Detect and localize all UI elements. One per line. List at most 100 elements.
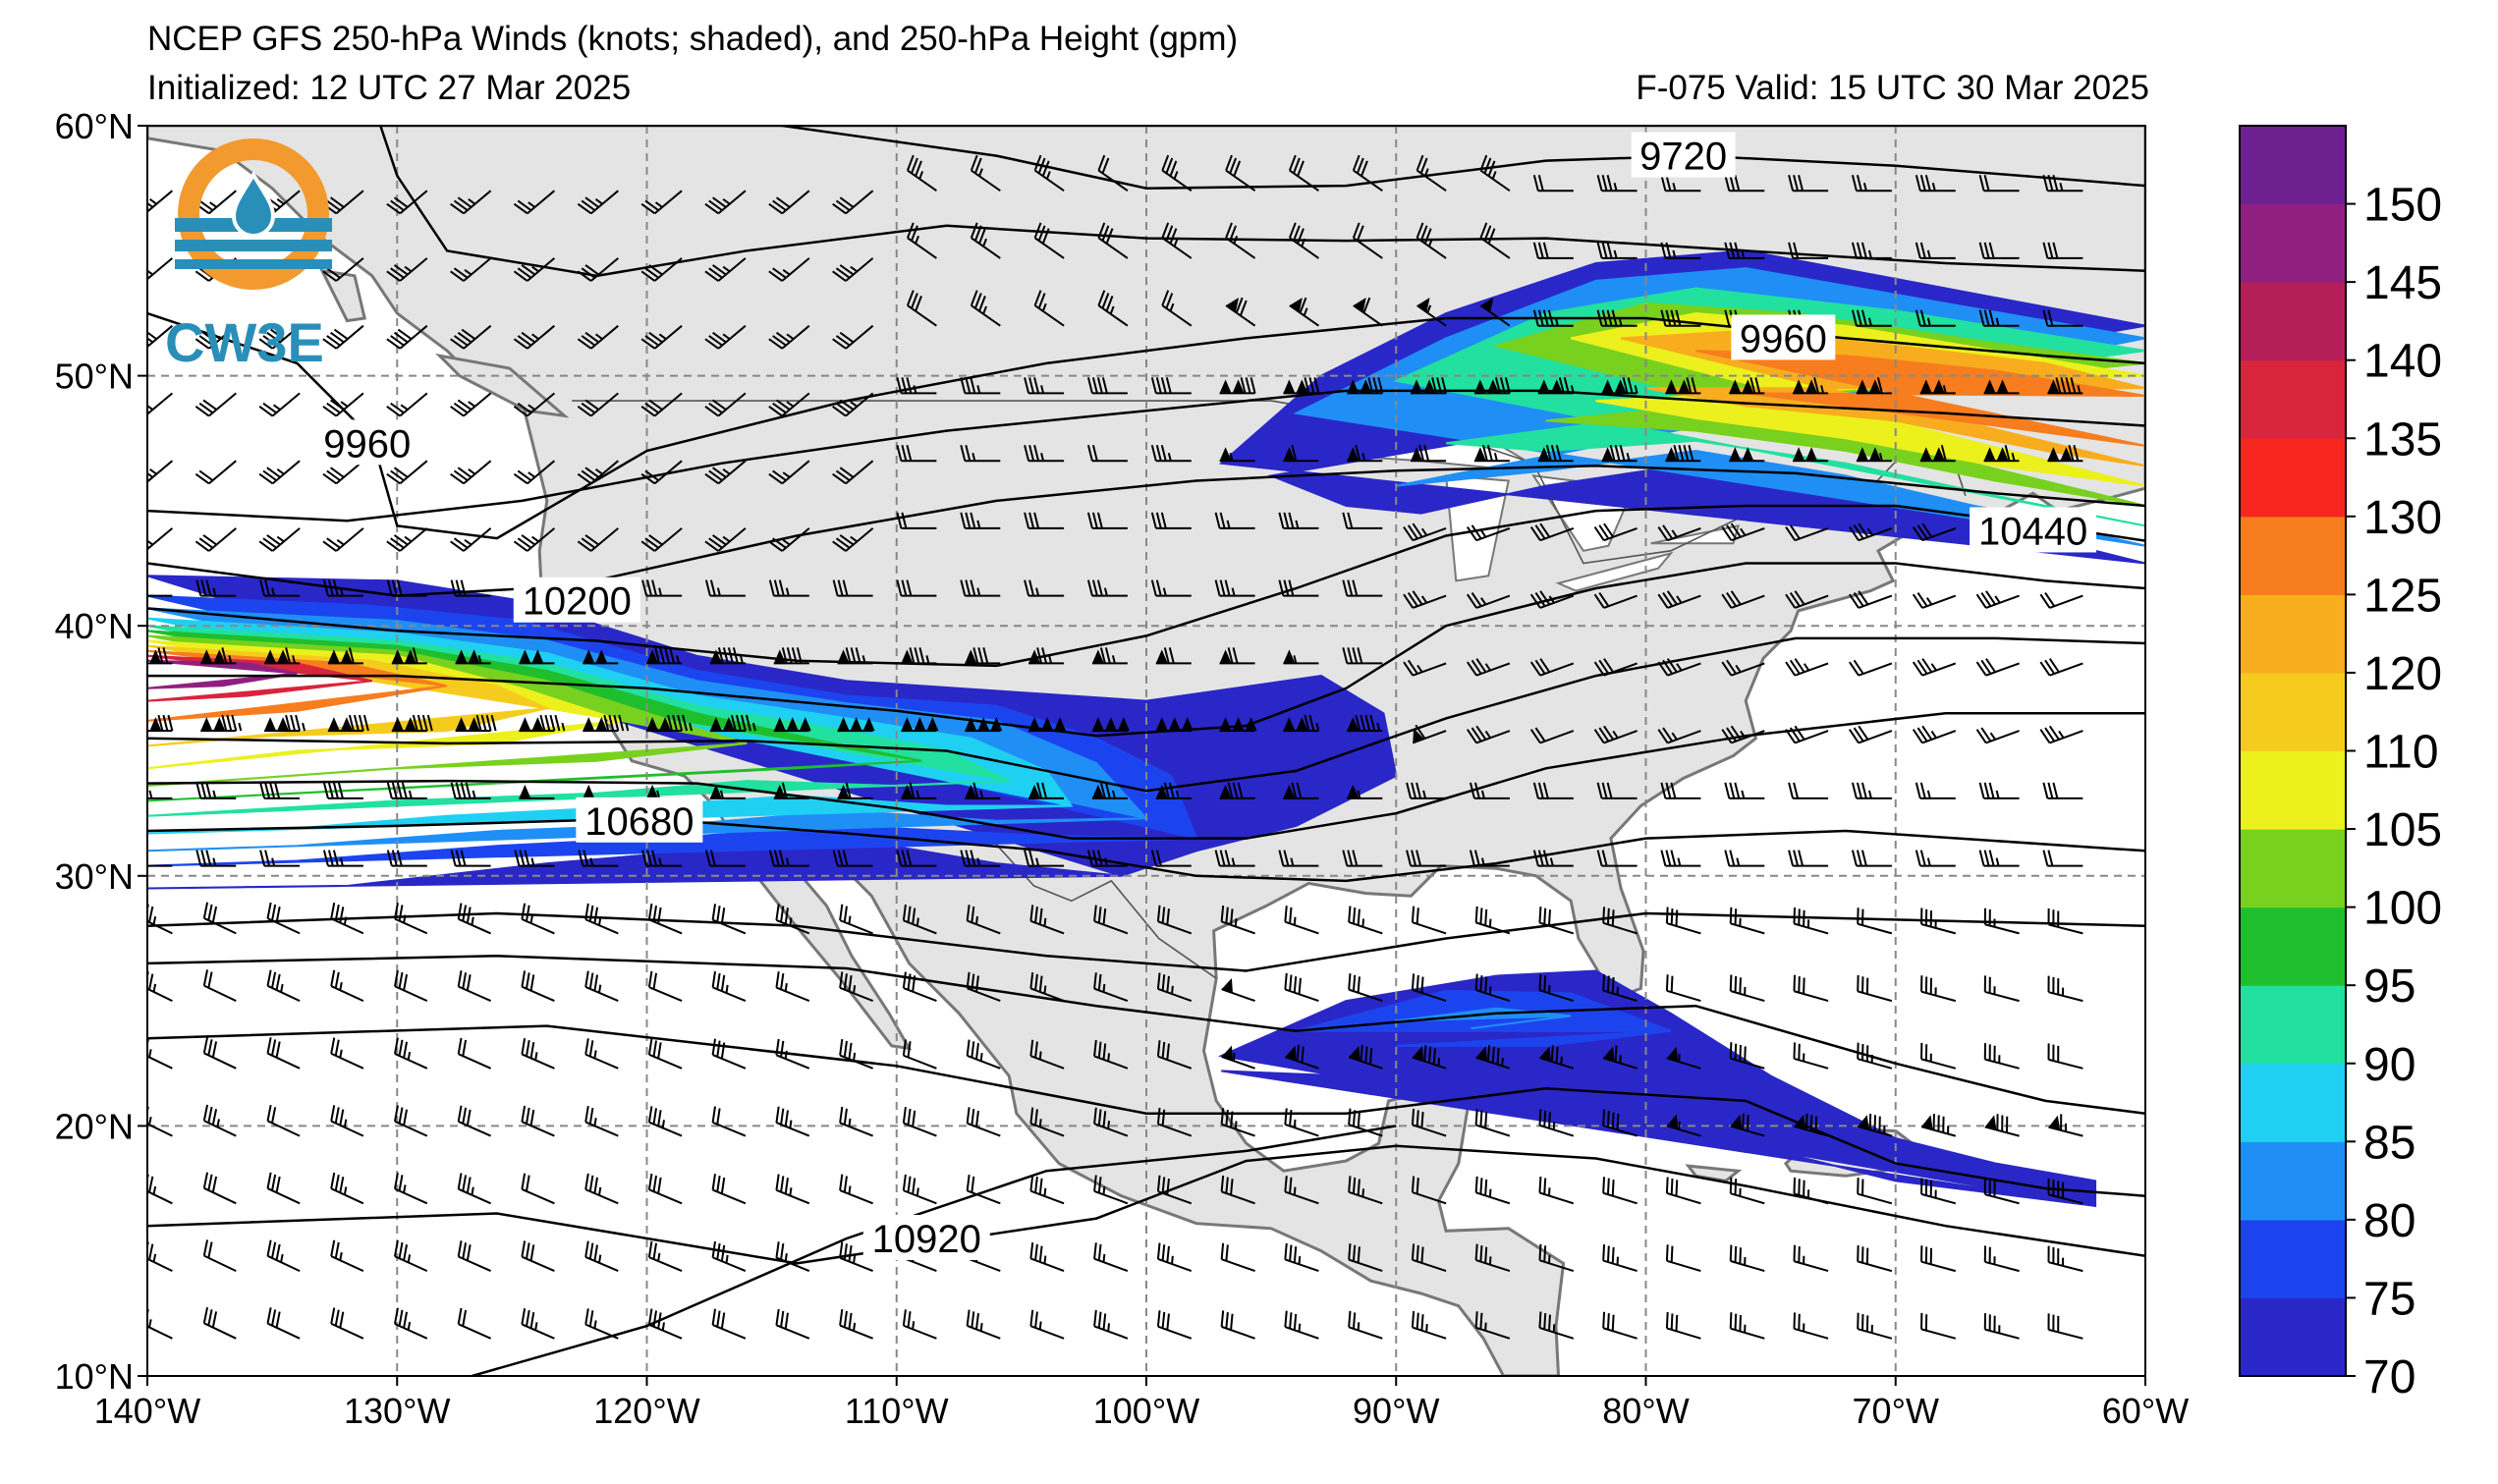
wind-barb [1348, 906, 1383, 935]
wind-barb [519, 649, 555, 665]
wind-barb [768, 460, 810, 485]
logo-sun-ring-icon [178, 138, 329, 290]
wind-barb [195, 782, 237, 799]
wind-barb [902, 1039, 937, 1070]
wind-barb [1984, 1114, 2020, 1137]
wind-barb [647, 970, 683, 1003]
wind-barb [1029, 971, 1065, 1003]
wind-barb [322, 850, 363, 867]
wind-barb [583, 649, 619, 665]
wind-barb [1474, 1311, 1511, 1340]
wind-barb [970, 222, 1001, 259]
wind-barb [394, 1105, 428, 1137]
wind-barb [775, 1241, 810, 1273]
wind-barb [513, 392, 556, 417]
wind-barb [521, 970, 555, 1003]
wind-barb [647, 1106, 683, 1137]
contour-label: 10200 [523, 580, 632, 624]
wind-barb [1665, 377, 1701, 395]
wind-barb [1474, 973, 1511, 1003]
colorbar-label: 100 [2363, 883, 2442, 935]
wind-barb [1284, 972, 1319, 1003]
wind-barb [1150, 444, 1192, 463]
contour-labels: 9720 9960 9960 10200 10440 10680 10920 [314, 132, 2097, 1261]
cw3e-logo: CW3E [165, 138, 332, 373]
wind-barb [330, 902, 364, 935]
wind-barb [1593, 658, 1638, 677]
wind-barb [519, 714, 566, 733]
wind-barb [266, 1239, 301, 1273]
wind-barb [1851, 242, 1892, 259]
wind-barb [521, 1105, 555, 1137]
wind-barb [322, 782, 363, 799]
wind-barb [1721, 659, 1765, 677]
wind-barb [1785, 725, 1829, 744]
wind-barb [1155, 647, 1192, 665]
colorbar: 150 145 140 135 130 125 120 110 105 100 95 90 85 80 75… [2239, 125, 2442, 1403]
wind-barb [896, 850, 937, 867]
wind-barb [2042, 782, 2083, 799]
wind-barb [1538, 973, 1575, 1003]
wind-barb [584, 903, 619, 935]
lon-tick-label: 120°W [593, 1391, 699, 1431]
wind-barb [584, 970, 619, 1003]
wind-barb [1529, 658, 1575, 677]
wind-barb [1221, 977, 1255, 1003]
wind-barb [839, 1106, 873, 1137]
wind-barb [2042, 174, 2083, 192]
height-contour-line [147, 712, 2145, 840]
wind-barb [711, 904, 747, 935]
wind-barb [1406, 782, 1447, 799]
wind-barb [200, 714, 243, 733]
wind-barb [577, 527, 619, 552]
wind-barb [583, 714, 630, 733]
colorbar-label: 125 [2363, 570, 2442, 622]
wind-barb [1285, 1044, 1319, 1070]
wind-barb [2047, 1313, 2083, 1340]
wind-barb [391, 647, 427, 665]
lon-tick-label: 100°W [1093, 1391, 1199, 1431]
wind-barb [1602, 1244, 1638, 1273]
wind-barb [1348, 1176, 1383, 1205]
colorbar-label: 145 [2363, 257, 2442, 309]
wind-barb [259, 782, 301, 799]
wind-barb [966, 971, 1001, 1003]
wind-barb [1416, 154, 1447, 192]
wind-barb [266, 1037, 301, 1070]
wind-barb [711, 970, 747, 1003]
wind-barb [960, 579, 1001, 597]
wind-barb [194, 324, 237, 350]
wind-barb [1920, 975, 1957, 1003]
wind-barb [1978, 850, 2020, 867]
wind-barb [768, 527, 810, 552]
wind-barb [1348, 1044, 1383, 1070]
wind-barb [147, 392, 174, 417]
wind-barb [775, 1308, 810, 1340]
wind-barb [704, 460, 747, 485]
wind-barb [1856, 377, 1892, 395]
wind-barb [195, 579, 237, 597]
wind-barb [1724, 242, 1765, 259]
wind-barb [450, 527, 492, 552]
wind-barb [2047, 377, 2083, 395]
wind-barb [1086, 444, 1128, 463]
lat-tick-label: 60°N [55, 106, 134, 146]
height-contour-line [147, 636, 2145, 793]
wind-barb [1721, 725, 1765, 744]
wind-barb [1660, 309, 1701, 327]
wind-barb [902, 1174, 937, 1205]
wind-barb [394, 1307, 428, 1340]
wind-barb [1657, 590, 1701, 609]
wind-barb [1920, 907, 1957, 935]
vancouver-island-land [435, 353, 570, 418]
wind-barb [1288, 154, 1319, 192]
wind-barb [450, 782, 491, 799]
wind-barb [264, 714, 306, 733]
wind-barb [519, 784, 555, 799]
wind-barb [1284, 1108, 1319, 1137]
wind-barb [386, 460, 428, 485]
wind-barb [1660, 850, 1701, 867]
wind-barb [1283, 377, 1320, 395]
wind-barb [1348, 1243, 1383, 1273]
wind-barb [457, 1173, 492, 1205]
